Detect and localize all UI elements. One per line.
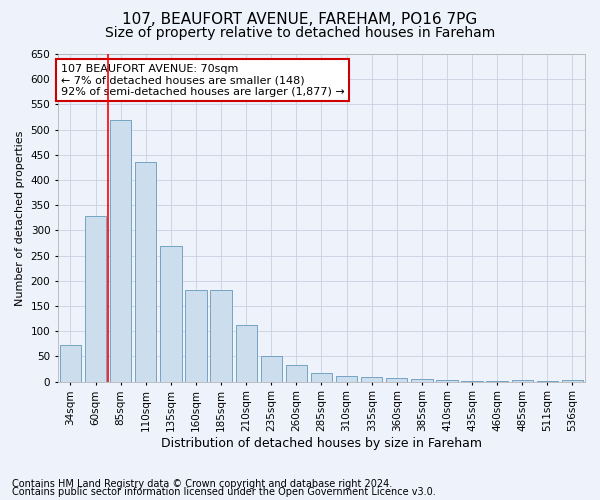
Bar (60, 346, 81, 382)
Text: 107 BEAUFORT AVENUE: 70sqm
← 7% of detached houses are smaller (148)
92% of semi: 107 BEAUFORT AVENUE: 70sqm ← 7% of detac… (61, 64, 344, 97)
Bar (536, 381, 558, 382)
Text: Contains HM Land Registry data © Crown copyright and database right 2024.: Contains HM Land Registry data © Crown c… (12, 479, 392, 489)
Bar (411, 378, 433, 382)
Text: 107, BEAUFORT AVENUE, FAREHAM, PO16 7PG: 107, BEAUFORT AVENUE, FAREHAM, PO16 7PG (122, 12, 478, 28)
Text: Contains public sector information licensed under the Open Government Licence v3: Contains public sector information licen… (12, 487, 436, 497)
Bar (436, 380, 458, 382)
Bar (160, 246, 182, 382)
Bar (562, 380, 583, 382)
Bar (260, 356, 282, 382)
Bar (487, 381, 508, 382)
Bar (336, 376, 357, 382)
Bar (85, 216, 106, 382)
Bar (110, 120, 131, 382)
Y-axis label: Number of detached properties: Number of detached properties (15, 130, 25, 306)
Bar (286, 364, 307, 382)
Bar (461, 381, 483, 382)
Bar (311, 372, 332, 382)
Bar (211, 290, 232, 382)
Bar (185, 290, 206, 382)
Bar (386, 378, 407, 382)
Bar (512, 380, 533, 382)
Text: Size of property relative to detached houses in Fareham: Size of property relative to detached ho… (105, 26, 495, 40)
X-axis label: Distribution of detached houses by size in Fareham: Distribution of detached houses by size … (161, 437, 482, 450)
Bar (236, 325, 257, 382)
Bar (135, 162, 157, 382)
Bar (361, 376, 382, 382)
